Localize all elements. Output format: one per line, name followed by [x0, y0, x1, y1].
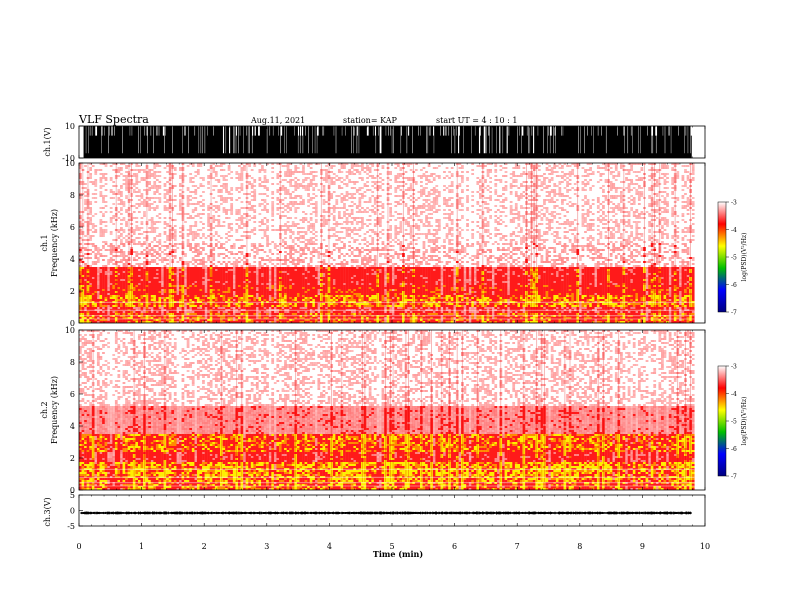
- ch2-spectrogram-panel: 0 2 4 6 8 10 ch.2 Frequency (kHz): [40, 326, 706, 495]
- ch2-spectrogram-ylabel-frequency: Frequency (kHz): [50, 376, 59, 444]
- ch2-spectrogram-ytick-label: 10: [65, 326, 75, 335]
- colorbar-ch1-tick-label: -6: [731, 282, 737, 289]
- colorbar-ch2-bar: [717, 365, 727, 477]
- colorbar-ch2-tick-label: -7: [731, 474, 737, 481]
- ch2-spectrogram-ylabel-channel: ch.2: [40, 401, 49, 418]
- ch1-waveform-trace: [83, 126, 692, 158]
- ch2-spectrogram-ytick-label: 8: [70, 358, 75, 367]
- figure-title: VLF Spectra: [78, 113, 149, 126]
- ch1-spectrogram-ytick-label: 10: [65, 159, 75, 168]
- ch1-ytick-label: -10: [62, 154, 75, 163]
- time-tick-label: 3: [264, 542, 269, 551]
- date-label: Aug.11, 2021: [250, 116, 305, 125]
- colorbar-ch1-label: log(PSD)(V²/Hz): [741, 233, 748, 282]
- colorbar-ch2-tick-label: -5: [731, 419, 737, 426]
- ch3-ytick-label: 5: [70, 491, 75, 500]
- time-tick-label: 1: [139, 542, 144, 551]
- ch1-ylabel: ch.1(V): [43, 127, 52, 156]
- colorbar-ch1-tick-label: -3: [731, 200, 737, 207]
- colorbar-ch1: -3 -4 -5 -6 -7 log(PSD)(V²/Hz): [717, 200, 748, 317]
- time-tick-label: 0: [76, 542, 81, 551]
- ch3-ytick-label: -5: [67, 522, 75, 531]
- ch1-spectrogram-ylabel-frequency: Frequency (kHz): [50, 209, 59, 277]
- ch3-waveform-trace: [80, 511, 692, 515]
- station-label: station= KAP: [343, 116, 398, 125]
- time-tick-label: 6: [452, 542, 457, 551]
- ch1-ytick-label: 10: [65, 122, 75, 131]
- time-tick-label: 8: [577, 542, 582, 551]
- colorbar-ch2-label: log(PSD)(V²/Hz): [741, 397, 748, 446]
- colorbar-ch2-tick-label: -3: [731, 364, 737, 371]
- ch1-spectrogram-ytick-label: 8: [70, 191, 75, 200]
- time-tick-label: 10: [700, 542, 710, 551]
- colorbar-ch2-tick-label: -4: [731, 391, 737, 398]
- x-axis-label: Time (min): [373, 549, 423, 559]
- start-time-label: start UT = 4 : 10 : 1: [436, 116, 517, 125]
- ch3-ylabel: ch.3(V): [43, 497, 52, 526]
- time-tick-label: 5: [389, 542, 394, 551]
- time-tick-label: 4: [327, 542, 332, 551]
- colorbar-ch1-tick-label: -5: [731, 255, 737, 262]
- colorbar-ch2: -3 -4 -5 -6 -7 log(PSD)(V²/Hz): [717, 364, 748, 481]
- colorbar-ch1-tick-label: -4: [731, 227, 737, 234]
- ch1-spectrogram-ytick-label: 4: [70, 255, 75, 264]
- ch3-waveform-frame: [78, 494, 706, 527]
- ch2-spectrogram-ytick-label: 2: [70, 454, 75, 463]
- ch1-waveform-panel: 10 -10: [62, 122, 706, 163]
- colorbar-ch1-bar: [717, 201, 727, 313]
- ch3-waveform-panel: 5 0 -5: [67, 491, 706, 531]
- ch1-spectrogram-ylabel-channel: ch.1: [40, 234, 49, 251]
- time-tick-label: 7: [515, 542, 520, 551]
- ch1-spectrogram-panel: 0 2 4 6 8 10 ch.1 Frequency (kHz): [40, 159, 706, 328]
- ch1-spectrogram-ytick-label: 6: [70, 223, 75, 232]
- ch3-ytick-label: 0: [70, 507, 75, 516]
- ch1-spectrogram-ytick-label: 2: [70, 287, 75, 296]
- ch1-spectrogram-ytick-label: 0: [70, 319, 75, 328]
- time-axis: 0 1 2 3 4 5 6 7 8 9 10: [76, 542, 710, 551]
- ch2-spectrogram-ytick-label: 4: [70, 422, 75, 431]
- colorbar-ch2-tick-label: -6: [731, 446, 737, 453]
- time-tick-label: 2: [202, 542, 207, 551]
- ch2-spectrogram-ytick-label: 6: [70, 390, 75, 399]
- ch2-spectrogram-ytick-label: 0: [70, 486, 75, 495]
- time-tick-label: 9: [640, 542, 645, 551]
- colorbar-ch1-tick-label: -7: [731, 310, 737, 317]
